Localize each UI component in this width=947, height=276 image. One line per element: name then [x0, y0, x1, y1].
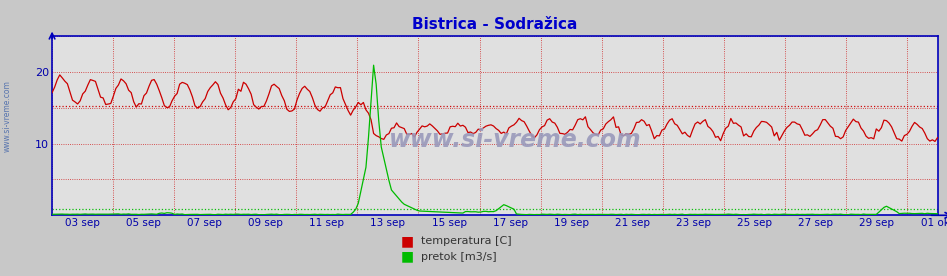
Title: Bistrica - Sodražica: Bistrica - Sodražica	[412, 17, 578, 32]
Text: www.si-vreme.com: www.si-vreme.com	[3, 80, 12, 152]
Text: ■: ■	[401, 250, 414, 264]
Text: temperatura [C]: temperatura [C]	[421, 237, 512, 246]
Text: www.si-vreme.com: www.si-vreme.com	[388, 128, 641, 152]
Text: ■: ■	[401, 235, 414, 248]
Text: pretok [m3/s]: pretok [m3/s]	[421, 252, 497, 262]
